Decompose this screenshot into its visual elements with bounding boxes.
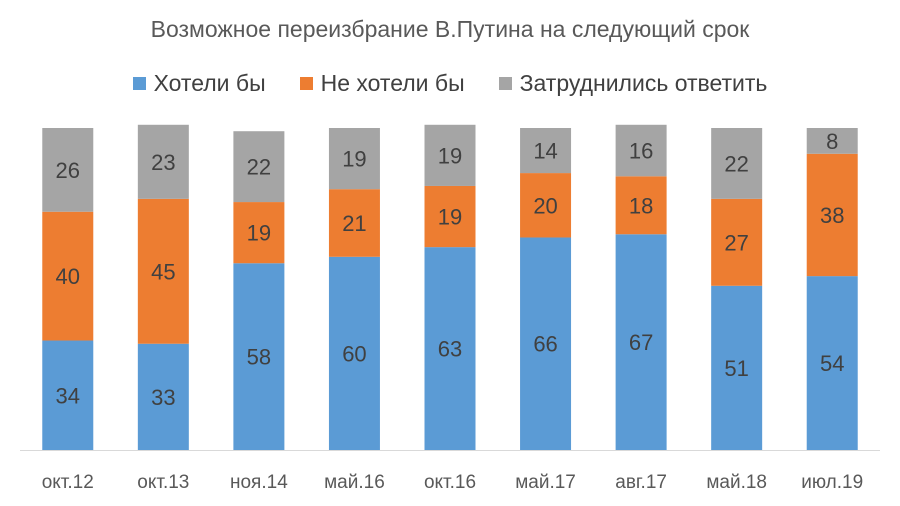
- bar-0-7: [711, 285, 763, 450]
- bar-2-1: [137, 124, 189, 199]
- bar-2-4: [424, 124, 476, 186]
- x-tick-label-3: май.16: [324, 472, 385, 493]
- bar-1-7: [711, 198, 763, 286]
- bar-0-1: [137, 343, 189, 450]
- x-tick-label-8: июл.19: [801, 472, 863, 493]
- bar-1-3: [328, 189, 380, 257]
- legend: Хотели бы Не хотели бы Затруднились ответи…: [0, 70, 900, 97]
- data-label-2-2: 22: [247, 155, 271, 180]
- data-label-0-5: 66: [533, 332, 557, 357]
- bar-0-4: [424, 247, 476, 450]
- data-label-0-8: 54: [820, 351, 844, 376]
- bar-0-6: [615, 234, 667, 450]
- bar-1-4: [424, 185, 476, 248]
- bar-2-6: [615, 124, 667, 177]
- data-label-2-5: 14: [533, 139, 557, 164]
- bar-2-2: [233, 131, 285, 203]
- data-label-1-8: 38: [820, 203, 844, 228]
- x-tick-label-0: окт.12: [42, 472, 94, 493]
- data-label-0-0: 34: [56, 383, 80, 408]
- data-label-1-5: 20: [533, 193, 557, 218]
- bar-1-6: [615, 176, 667, 235]
- bar-0-3: [328, 256, 380, 450]
- bar-1-8: [806, 153, 858, 277]
- legend-label-1: Не хотели бы: [320, 70, 465, 96]
- legend-item-1: Не хотели бы: [299, 70, 465, 97]
- legend-label-2: Затруднились ответить: [519, 70, 768, 96]
- data-label-1-0: 40: [56, 264, 80, 289]
- data-label-1-4: 19: [438, 205, 462, 230]
- x-tick-label-6: авг.17: [615, 472, 667, 493]
- data-label-1-1: 45: [151, 259, 175, 284]
- data-label-2-7: 22: [724, 151, 748, 176]
- bar-0-2: [233, 263, 285, 450]
- bar-0-0: [42, 340, 94, 450]
- data-label-0-1: 33: [151, 385, 175, 410]
- data-label-1-7: 27: [724, 230, 748, 255]
- legend-label-0: Хотели бы: [153, 70, 266, 96]
- legend-item-2: Затруднились ответить: [498, 70, 768, 97]
- data-label-2-6: 16: [629, 139, 653, 164]
- data-label-2-3: 19: [342, 147, 366, 172]
- data-label-1-2: 19: [247, 221, 271, 246]
- data-label-1-3: 21: [342, 211, 366, 236]
- legend-item-0: Хотели бы: [132, 70, 266, 97]
- legend-swatch-0: [132, 77, 146, 90]
- bar-1-5: [520, 173, 572, 238]
- data-label-0-3: 60: [342, 341, 366, 366]
- x-tick-label-4: окт.16: [424, 472, 476, 493]
- bar-2-5: [520, 128, 572, 174]
- data-label-2-0: 26: [56, 158, 80, 183]
- chart-title: Возможное переизбрание В.Путина на следу…: [150, 16, 750, 42]
- x-tick-label-7: май.18: [706, 472, 767, 493]
- data-label-1-6: 18: [629, 193, 653, 218]
- bar-0-8: [806, 276, 858, 450]
- data-label-2-1: 23: [151, 150, 175, 175]
- bar-1-0: [42, 211, 94, 341]
- data-label-2-8: 8: [826, 129, 838, 154]
- bar-1-1: [137, 198, 189, 344]
- x-tick-label-5: май.17: [515, 472, 576, 493]
- data-label-0-6: 67: [629, 330, 653, 355]
- bar-2-0: [42, 128, 94, 212]
- bar-2-8: [806, 128, 858, 154]
- data-label-0-4: 63: [438, 337, 462, 362]
- bar-0-5: [520, 237, 572, 450]
- legend-swatch-1: [299, 77, 313, 90]
- bar-2-3: [328, 128, 380, 190]
- x-tick-label-1: окт.13: [137, 472, 189, 493]
- bar-1-2: [233, 202, 285, 264]
- data-label-0-2: 58: [247, 345, 271, 370]
- data-label-2-4: 19: [438, 143, 462, 168]
- bar-2-7: [711, 128, 763, 199]
- x-tick-label-2: ноя.14: [230, 472, 288, 493]
- legend-swatch-2: [498, 77, 512, 90]
- data-label-0-7: 51: [724, 356, 748, 381]
